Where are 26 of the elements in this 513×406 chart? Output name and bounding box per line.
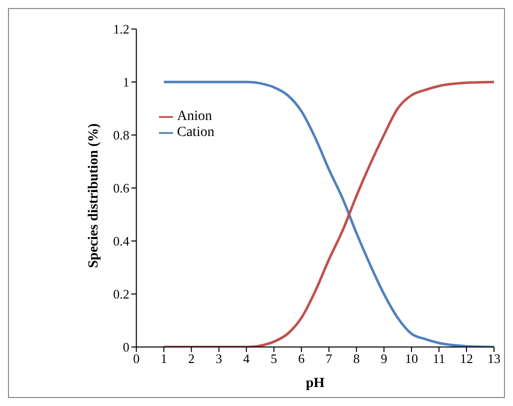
x-tick-label: 8 xyxy=(353,351,360,366)
x-tick-label: 6 xyxy=(298,351,306,366)
x-tick-label: 10 xyxy=(404,351,418,366)
y-tick-label: 0.4 xyxy=(113,234,130,249)
x-tick-label: 11 xyxy=(432,351,446,366)
x-tick-label: 2 xyxy=(188,351,195,366)
x-tick-label: 1 xyxy=(160,351,168,366)
legend-label: Cation xyxy=(177,125,214,140)
y-axis-title: Species distribution (%) xyxy=(86,122,102,268)
x-tick-label: 0 xyxy=(133,351,140,366)
legend-label: Anion xyxy=(177,109,212,124)
y-tick-label: 0.2 xyxy=(113,286,130,302)
y-tick-label: 1.2 xyxy=(113,22,130,37)
x-axis-title: pH xyxy=(306,376,325,391)
x-tick-label: 13 xyxy=(488,351,500,366)
y-tick-label: 0.8 xyxy=(113,128,130,143)
x-tick-label: 3 xyxy=(216,351,222,366)
y-tick-label: 0 xyxy=(122,340,130,355)
x-tick-label: 12 xyxy=(460,351,473,366)
x-tick-label: 9 xyxy=(380,351,388,366)
y-tick-label: 0.6 xyxy=(113,180,130,196)
x-tick-label: 7 xyxy=(326,351,333,366)
x-tick-label: 5 xyxy=(270,351,278,366)
y-tick-label: 1 xyxy=(122,74,130,90)
x-tick-label: 4 xyxy=(243,351,250,366)
line-series xyxy=(162,80,494,347)
